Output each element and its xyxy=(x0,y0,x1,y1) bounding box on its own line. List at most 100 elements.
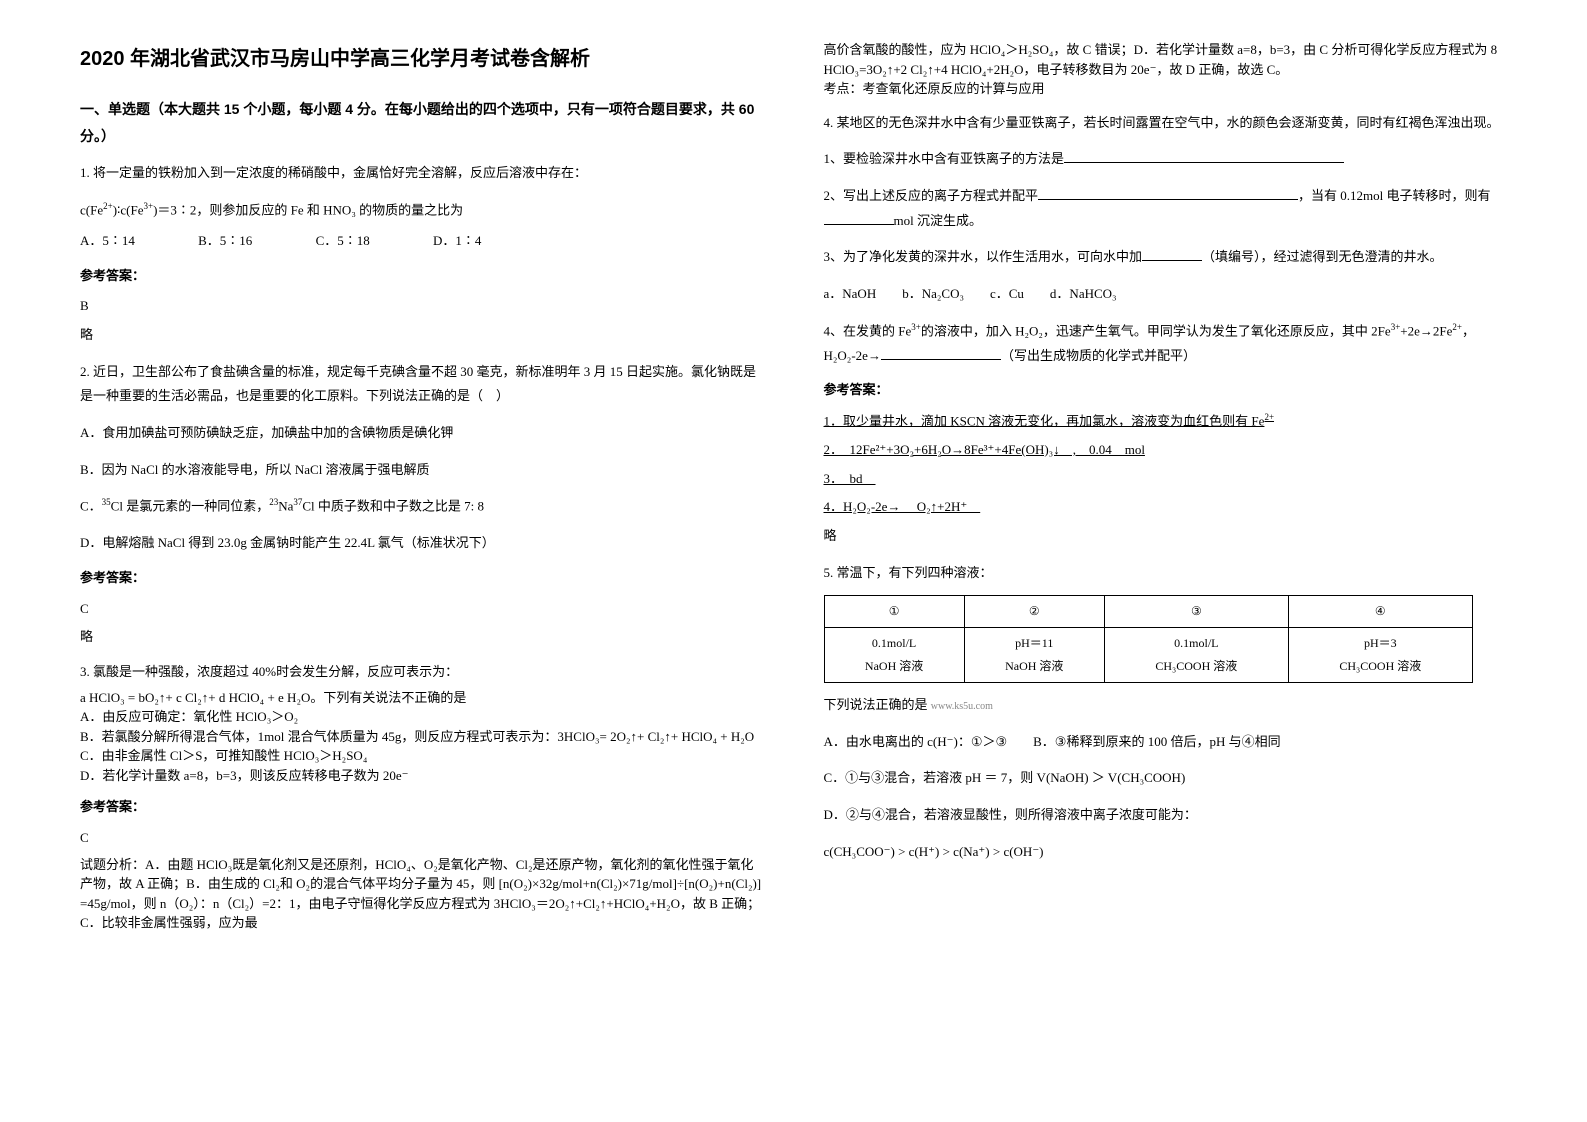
r1c1-b: NaOH 溶液 xyxy=(833,655,956,678)
r1c2-a: pH＝11 xyxy=(973,632,1096,655)
q4-a1-text: 1．取少量井水，滴加 KSCN 溶液无变化，再加氯水，溶液变为血红色则有 Fe xyxy=(824,413,1265,428)
q1-ans: B xyxy=(80,294,764,319)
q2-ans-label: 参考答案： xyxy=(80,566,764,591)
q2-stem: 2. 近日，卫生部公布了食盐碘含量的标准，规定每千克碘含量不超 30 毫克，新标… xyxy=(80,360,764,409)
q3-ans-label: 参考答案： xyxy=(80,795,764,820)
q5-optA: A．由水电离出的 c(H⁻)：①＞③ B．③稀释到原来的 100 倍后，pH 与… xyxy=(824,730,1508,755)
blank-1 xyxy=(1064,149,1344,163)
cell-h3: ③ xyxy=(1104,596,1288,628)
q1-stem: 1. 将一定量的铁粉加入到一定浓度的稀硝酸中，金属恰好完全溶解，反应后溶液中存在… xyxy=(80,161,764,186)
q1-sup2: 3+ xyxy=(144,201,154,211)
q4-sub4a: 4、在发黄的 Fe xyxy=(824,323,912,338)
q4-sup2p: 2+ xyxy=(1452,322,1462,332)
q2-note: 略 xyxy=(80,625,764,650)
q4-sub2a: 2、写出上述反应的离子方程式并配平 xyxy=(824,188,1039,203)
q2-optA: A．食用加碘盐可预防碘缺乏症，加碘盐中加的含碘物质是碘化钾 xyxy=(80,421,764,446)
cell-h1: ① xyxy=(824,596,964,628)
q4-sub4e: （写出生成物质的化学式并配平） xyxy=(1001,348,1196,363)
q4-a3-text: 3． bd xyxy=(824,471,876,486)
q1-optD: D．1∶4 xyxy=(433,229,481,254)
q4-a1: 1．取少量井水，滴加 KSCN 溶液无变化，再加氯水，溶液变为血红色则有 Fe2… xyxy=(824,409,1508,434)
q5-optC: C．①与③混合，若溶液 pH ＝ 7，则 V(NaOH) ＞ V(CH₃COOH… xyxy=(824,766,1508,791)
q4-ans-label: 参考答案： xyxy=(824,378,1508,403)
page-title: 2020 年湖北省武汉市马房山中学高三化学月考试卷含解析 xyxy=(80,40,764,78)
q4-sub2c: mol 沉淀生成。 xyxy=(894,213,982,228)
q4-opts: a．NaOH b．Na₂CO₃ c．Cu d．NaHCO₃ xyxy=(824,282,1508,307)
q4-sub3a: 3、为了净化发黄的深井水，以作生活用水，可向水中加 xyxy=(824,249,1143,264)
q1-optA: A．5∶14 xyxy=(80,229,135,254)
q3-topic: 考点：考查氧化还原反应的计算与应用 xyxy=(824,79,1508,99)
q1-ans-label: 参考答案： xyxy=(80,264,764,289)
q1-sup1: 2+ xyxy=(103,201,113,211)
blank-2 xyxy=(1038,186,1298,200)
q1-s2a: c(Fe xyxy=(80,202,103,217)
r1c3-a: 0.1mol/L xyxy=(1113,632,1280,655)
q3-optC: C．由非金属性 Cl＞S，可推知酸性 HClO₃＞H₂SO₄ xyxy=(80,746,764,766)
q2-optC-pre: C． xyxy=(80,499,102,514)
q1-optC: C．5∶18 xyxy=(316,229,370,254)
cell-h2: ② xyxy=(964,596,1104,628)
q4-sub4c: +2e→2Fe xyxy=(1400,323,1452,338)
q2-optB: B．因为 NaCl 的水溶液能导电，所以 NaCl 溶液属于强电解质 xyxy=(80,458,764,483)
q3-analysis: 试题分析：A．由题 HClO₃既是氧化剂又是还原剂，HClO₄、O₂是氧化产物、… xyxy=(80,855,764,933)
q1-stem-line2: c(Fe2+)∶c(Fe3+)＝3∶2，则参加反应的 Fe 和 HNO₃ 的物质… xyxy=(80,198,764,223)
q4-sub3b: （填编号），经过滤得到无色澄清的井水。 xyxy=(1202,249,1443,264)
blank-5 xyxy=(881,346,1001,360)
q4-note: 略 xyxy=(824,524,1508,549)
cell-r1c3: 0.1mol/L CH₃COOH 溶液 xyxy=(1104,628,1288,683)
q1-s2b: )∶c(Fe xyxy=(113,202,144,217)
r1c4-a: pH＝3 xyxy=(1297,632,1464,655)
watermark: www.ks5u.com xyxy=(931,701,993,712)
q4-stem: 4. 某地区的无色深井水中含有少量亚铁离子，若长时间露置在空气中，水的颜色会逐渐… xyxy=(824,111,1508,136)
q4-sub4b: 的溶液中，加入 H₂O₂，迅速产生氧气。甲同学认为发生了氧化还原反应，其中 2F… xyxy=(921,323,1391,338)
q3-stem: 3. 氯酸是一种强酸，浓度超过 40%时会发生分解，反应可表示为： xyxy=(80,662,764,682)
q4-sub2b: ，当有 0.12mol 电子转移时，则有 xyxy=(1298,188,1490,203)
q3-eq: a HClO₃ = bO₂↑+ c Cl₂↑+ d HClO₄ + e H₂O。… xyxy=(80,688,764,708)
q3-optD: D．若化学计量数 a=8，b=3，则该反应转移电子数为 20e⁻ xyxy=(80,766,764,786)
q4-a3: 3． bd xyxy=(824,467,1508,492)
table-row: 0.1mol/L NaOH 溶液 pH＝11 NaOH 溶液 0.1mol/L … xyxy=(824,628,1472,683)
r1c3-b: CH₃COOH 溶液 xyxy=(1113,655,1280,678)
q2-optD: D．电解熔融 NaCl 得到 23.0g 金属钠时能产生 22.4L 氯气（标准… xyxy=(80,531,764,556)
r1c1-a: 0.1mol/L xyxy=(833,632,956,655)
q4-a1-sup: 2+ xyxy=(1264,412,1274,422)
blank-4 xyxy=(1142,247,1202,261)
q4-a4: 4．H₂O₂-2e→ O₂↑+2H⁺ xyxy=(824,495,1508,520)
cell-h4: ④ xyxy=(1288,596,1472,628)
q3-ans: C xyxy=(80,826,764,851)
q5-stem: 5. 常温下，有下列四种溶液： xyxy=(824,561,1508,586)
q2-ans: C xyxy=(80,597,764,622)
left-column: 2020 年湖北省武汉市马房山中学高三化学月考试卷含解析 一、单选题（本大题共 … xyxy=(50,40,794,1082)
q5-optD-eq: c(CH₃COO⁻) > c(H⁺) > c(Na⁺) > c(OH⁻) xyxy=(824,840,1508,865)
q4-sub1: 1、要检验深井水中含有亚铁离子的方法是 xyxy=(824,147,1508,172)
q4-sub1-text: 1、要检验深井水中含有亚铁离子的方法是 xyxy=(824,151,1065,166)
q5-optD: D．②与④混合，若溶液显酸性，则所得溶液中离子浓度可能为： xyxy=(824,803,1508,828)
q3-optB: B．若氯酸分解所得混合气体，1mol 混合气体质量为 45g，则反应方程式可表示… xyxy=(80,727,764,747)
section-1-heading: 一、单选题（本大题共 15 个小题，每小题 4 分。在每小题给出的四个选项中，只… xyxy=(80,96,764,149)
blank-3 xyxy=(824,211,894,225)
q1-options: A．5∶14 B．5∶16 C．5∶18 D．1∶4 xyxy=(80,229,764,254)
q5-line: 下列说法正确的是 www.ks5u.com xyxy=(824,693,1508,718)
q2-optC: C．35Cl 是氯元素的一种同位素，23Na37Cl 中质子数和中子数之比是 7… xyxy=(80,494,764,519)
q2-optC-mid: Cl 是氯元素的一种同位素， xyxy=(111,499,270,514)
q4-sup3p2: 3+ xyxy=(1391,322,1401,332)
q4-a2: 2． 12Fe²⁺+3O₂+6H₂O→8Fe³⁺+4Fe(OH)₃↓ , 0.0… xyxy=(824,438,1508,463)
cell-r1c1: 0.1mol/L NaOH 溶液 xyxy=(824,628,964,683)
q2-sup23: 23 xyxy=(269,497,278,507)
r1c4-b: CH₃COOH 溶液 xyxy=(1297,655,1464,678)
r1c2-b: NaOH 溶液 xyxy=(973,655,1096,678)
q1-s2c: )＝3∶2，则参加反应的 Fe 和 HNO₃ 的物质的量之比为 xyxy=(153,202,463,217)
q4-sub4: 4、在发黄的 Fe 3+的溶液中，加入 H₂O₂，迅速产生氧气。甲同学认为发生了氧… xyxy=(824,319,1508,369)
q4-sub3: 3、为了净化发黄的深井水，以作生活用水，可向水中加 （填编号），经过滤得到无色澄清… xyxy=(824,245,1508,270)
right-column: 高价含氧酸的酸性，应为 HClO₄＞H₂SO₄，故 C 错误；D．若化学计量数 … xyxy=(794,40,1538,1082)
cell-r1c4: pH＝3 CH₃COOH 溶液 xyxy=(1288,628,1472,683)
q3-cont: 高价含氧酸的酸性，应为 HClO₄＞H₂SO₄，故 C 错误；D．若化学计量数 … xyxy=(824,40,1508,79)
q4-a4-text: 4．H₂O₂-2e→ O₂↑+2H⁺ xyxy=(824,499,981,514)
q3-optA: A．由反应可确定：氧化性 HClO₃＞O₂ xyxy=(80,707,764,727)
q4-sub2: 2、写出上述反应的离子方程式并配平 ，当有 0.12mol 电子转移时，则有 mol… xyxy=(824,184,1508,233)
q4-a2-text: 2． 12Fe²⁺+3O₂+6H₂O→8Fe³⁺+4Fe(OH)₃↓ , 0.0… xyxy=(824,442,1145,457)
q5-line-text: 下列说法正确的是 xyxy=(824,697,928,712)
q1-optB: B．5∶16 xyxy=(198,229,252,254)
q1-note: 略 xyxy=(80,323,764,348)
q2-optC-suf: Cl 中质子数和中子数之比是 7: 8 xyxy=(302,499,484,514)
